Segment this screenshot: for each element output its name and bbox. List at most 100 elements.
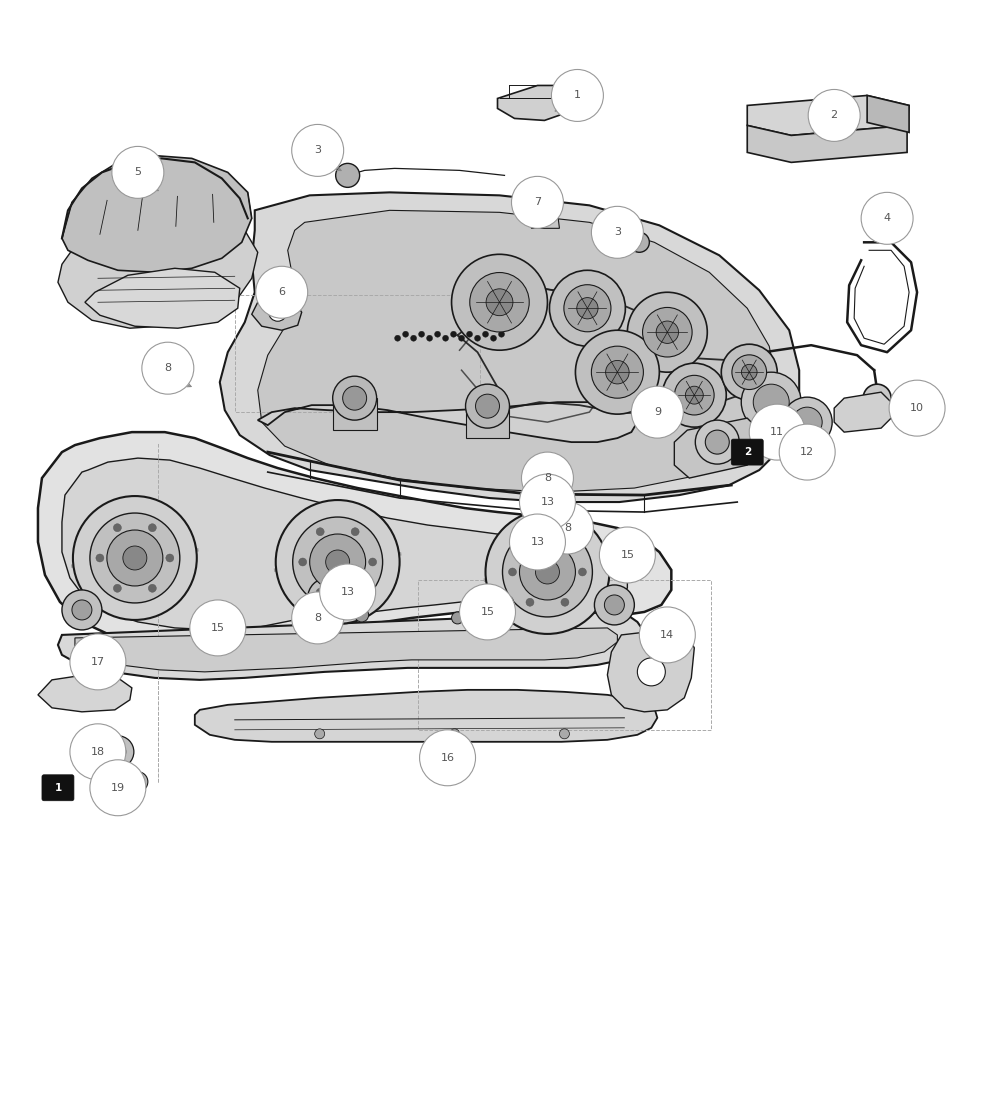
Circle shape [475,336,481,341]
Text: 18: 18 [91,747,105,757]
Circle shape [808,89,860,142]
Circle shape [107,530,163,586]
Circle shape [166,554,174,562]
Circle shape [315,729,325,739]
Circle shape [420,729,476,785]
Circle shape [336,164,360,187]
Text: 10: 10 [910,403,924,414]
Text: 9: 9 [653,407,661,417]
Circle shape [369,558,377,566]
Text: 13: 13 [530,537,544,547]
Polygon shape [38,432,671,645]
Text: 6: 6 [278,287,286,297]
Circle shape [218,615,232,629]
Circle shape [491,336,497,341]
Text: 1: 1 [573,90,581,100]
FancyBboxPatch shape [731,439,763,465]
Circle shape [128,772,148,792]
Circle shape [637,658,665,686]
Polygon shape [195,690,657,741]
Circle shape [292,124,344,176]
Circle shape [292,592,344,644]
Circle shape [102,736,134,768]
Circle shape [511,176,563,229]
Circle shape [403,331,409,338]
Circle shape [90,513,180,603]
Polygon shape [834,393,891,432]
Circle shape [519,474,575,530]
Circle shape [460,584,515,640]
Circle shape [142,342,194,394]
Text: 15: 15 [211,623,225,632]
Circle shape [549,271,625,346]
Circle shape [476,394,500,418]
Polygon shape [85,268,240,328]
Polygon shape [466,406,509,438]
Circle shape [547,498,561,512]
Polygon shape [498,86,574,120]
Circle shape [604,595,624,615]
Circle shape [411,336,417,341]
Circle shape [419,331,425,338]
Circle shape [352,588,360,596]
Polygon shape [529,212,559,229]
Polygon shape [220,192,799,502]
Circle shape [548,472,560,484]
Circle shape [889,381,945,436]
Text: 15: 15 [481,607,495,617]
Circle shape [591,207,643,258]
Circle shape [90,760,146,816]
Text: 19: 19 [111,783,125,793]
Circle shape [483,331,489,338]
Circle shape [863,384,891,412]
Circle shape [559,729,569,739]
Circle shape [753,384,789,420]
Circle shape [782,397,832,447]
Circle shape [563,285,611,332]
Circle shape [355,608,369,622]
Circle shape [443,336,449,341]
Circle shape [96,554,104,562]
Circle shape [487,289,512,316]
Text: 4: 4 [883,213,891,223]
Circle shape [741,372,801,432]
Circle shape [293,517,383,607]
Circle shape [499,331,504,338]
Circle shape [276,500,400,624]
Circle shape [578,568,586,576]
Circle shape [541,502,593,554]
Polygon shape [75,628,617,672]
Circle shape [741,364,757,380]
Circle shape [551,69,603,121]
Polygon shape [62,155,252,273]
Text: 3: 3 [613,228,621,238]
Circle shape [565,522,577,534]
Circle shape [459,336,465,341]
Circle shape [317,588,324,596]
Circle shape [599,527,655,583]
Circle shape [629,232,649,252]
Text: 16: 16 [441,752,455,762]
Polygon shape [38,675,132,712]
Circle shape [685,386,703,404]
Circle shape [256,266,308,318]
Circle shape [576,298,598,319]
Polygon shape [258,403,637,442]
Circle shape [62,590,102,630]
Circle shape [317,528,324,536]
Circle shape [451,331,457,338]
Circle shape [732,355,766,389]
Polygon shape [258,210,777,492]
Circle shape [308,578,348,618]
Circle shape [502,527,592,617]
Circle shape [269,304,287,321]
Polygon shape [747,96,909,135]
Text: 5: 5 [134,167,142,177]
Circle shape [149,524,157,531]
Circle shape [594,585,634,625]
Circle shape [73,496,197,620]
Circle shape [452,612,464,624]
Circle shape [605,361,629,384]
Text: 8: 8 [164,363,172,373]
Circle shape [310,534,366,590]
